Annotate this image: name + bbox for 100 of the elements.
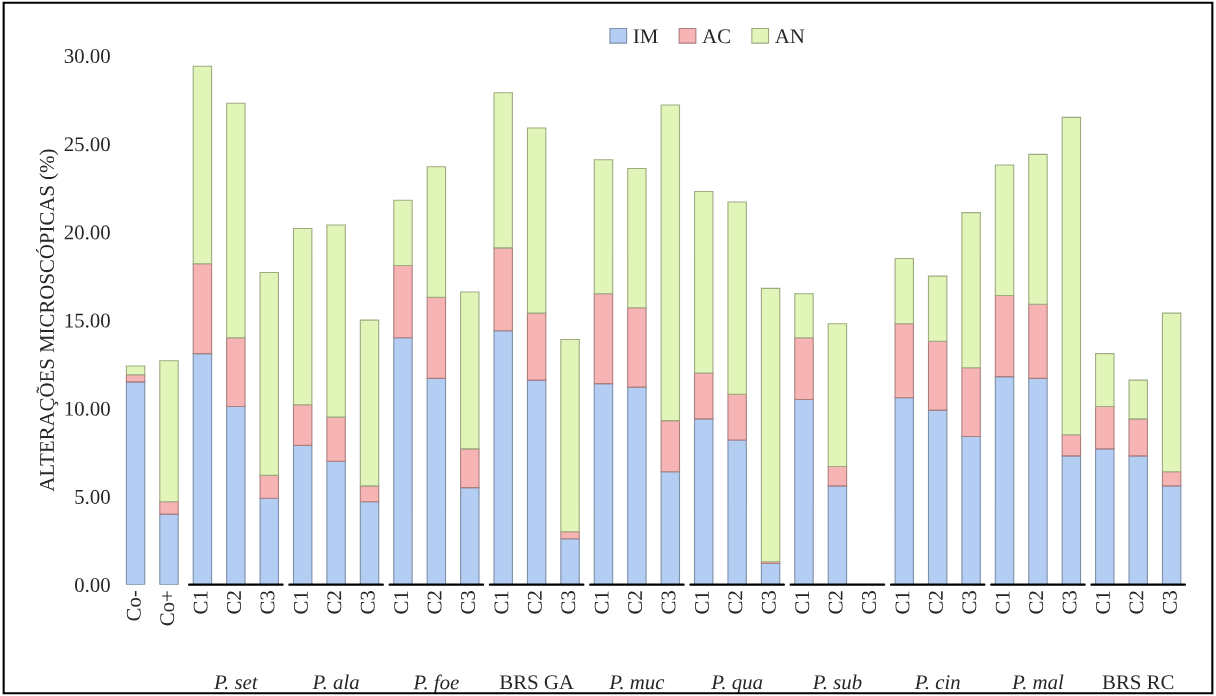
bar [927,275,948,342]
bar [192,263,213,355]
x-tick-label: C3 [761,591,776,614]
x-tick-label: C1 [995,591,1010,614]
bar [125,365,146,376]
bar [493,247,513,332]
bar [1128,418,1148,457]
bar [393,199,413,267]
bar [927,340,948,411]
x-tick-label: C2 [628,591,643,614]
bar [994,164,1015,297]
x-tick-label: C1 [293,591,308,614]
bar [259,497,280,585]
bar [994,294,1015,378]
bar [326,224,346,418]
bar [125,374,146,383]
x-tick-label: C2 [928,591,943,614]
x-tick-label: C1 [394,591,409,614]
x-tick-label: C2 [527,591,542,614]
x-tick-label: C2 [1029,591,1044,614]
y-tick-label: 25.00 [64,137,110,152]
bar [660,471,681,585]
bar [727,201,747,395]
bar [961,367,981,438]
x-tick-label: Co- [126,590,141,621]
y-tick-label: 15.00 [65,313,110,328]
bar [226,406,246,585]
x-tick-label: C1 [594,591,609,614]
text: P. foe [413,674,459,694]
bar [827,323,848,468]
bar [760,287,781,563]
bar [961,435,981,585]
x-tick-label: C2 [227,591,242,614]
bar [560,538,580,585]
bar [493,330,513,585]
x-tick-label: C3 [1162,591,1177,614]
bar [794,293,814,339]
bar [894,257,915,325]
bar [1028,377,1048,585]
bar [693,372,714,420]
bar [927,409,948,585]
bar [1128,379,1148,420]
bar [393,264,413,339]
bar [259,474,280,499]
bar [292,404,313,446]
bar [493,92,513,249]
x-tick-label: C3 [661,591,676,614]
text: P. ala [312,674,359,690]
legend-label: IM [633,29,658,44]
bar [961,212,981,369]
bar [1161,312,1182,473]
y-tick-label: 30.00 [64,49,110,64]
x-tick-label: C3 [360,591,375,614]
y-tick-label: 10.00 [65,401,110,416]
bar [560,339,580,533]
text: P. muc [609,675,665,690]
x-tick-label: C3 [461,591,475,614]
x-tick-label: C3 [962,591,977,614]
text: P. sub [812,674,862,690]
bar [693,418,714,585]
y-tick-label: 0.00 [74,578,110,593]
x-tick-label: C2 [1129,591,1144,614]
bar [1028,303,1048,379]
text: P. cin [914,675,960,690]
bar [159,501,179,515]
x-tick-label: C2 [828,591,843,614]
bar [526,312,547,381]
x-tick-label: Co+ [160,591,175,626]
bar [159,513,179,585]
bar [1061,116,1082,436]
bar [593,293,614,385]
bar [226,102,246,339]
bar [894,323,915,399]
bar [727,439,747,585]
bar [526,379,547,585]
bar [794,398,814,585]
x-tick-label: C2 [728,591,743,614]
bar [125,381,146,585]
bar [693,190,714,374]
bar [192,353,213,585]
bar [526,127,547,314]
x-tick-label: C1 [193,591,208,614]
bar [1161,485,1182,585]
bar [1095,353,1115,408]
x-tick-label: C3 [862,591,877,614]
bar [827,465,848,487]
bar [460,448,480,489]
y-axis-title: ALTERAÇÕES MICROSCÓPICAS (%) [35,149,59,492]
legend-label: AC [702,29,730,44]
bar [359,319,380,487]
bar [159,360,179,503]
bar [426,377,447,585]
x-tick-label: C3 [1062,591,1077,614]
x-tick-label: C1 [795,591,810,614]
bar [1061,455,1082,585]
bar [292,227,313,406]
x-tick-label: C2 [327,591,342,614]
bar [593,383,614,585]
bar [426,296,447,379]
text: BRS RC [1102,675,1174,690]
